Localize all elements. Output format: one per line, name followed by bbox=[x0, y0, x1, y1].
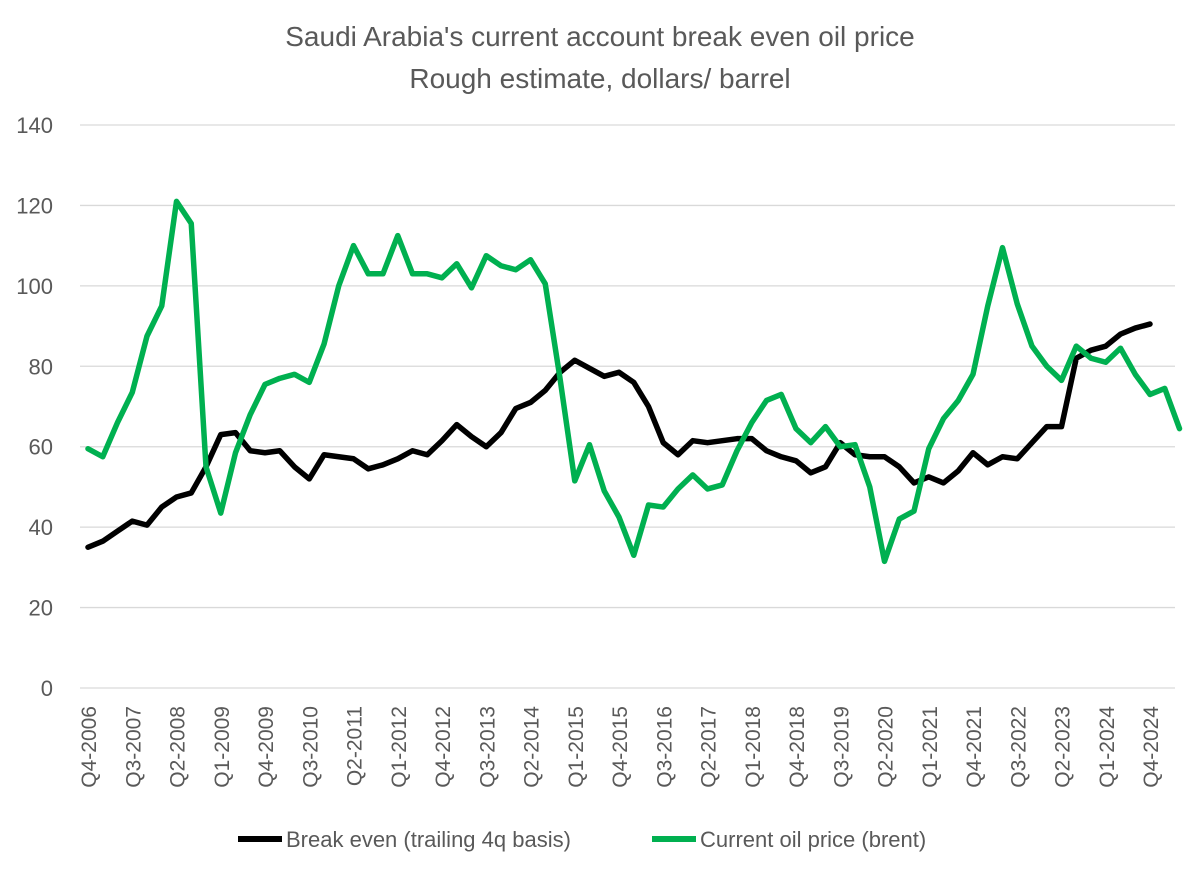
legend: Break even (trailing 4q basis) Current o… bbox=[238, 827, 926, 852]
x-tick-label: Q4-2024 bbox=[1140, 706, 1163, 788]
legend-label-break-even: Break even (trailing 4q basis) bbox=[286, 827, 571, 852]
chart-title: Saudi Arabia's current account break eve… bbox=[285, 21, 914, 52]
series-lines bbox=[85, 198, 1183, 565]
x-tick-label: Q4-2018 bbox=[786, 706, 809, 788]
x-tick-label: Q2-2014 bbox=[521, 706, 544, 788]
y-tick-label: 60 bbox=[29, 435, 53, 460]
series-line-oil-price bbox=[85, 198, 1183, 565]
chart-subtitle: Rough estimate, dollars/ barrel bbox=[409, 63, 790, 94]
y-tick-label: 120 bbox=[16, 193, 53, 218]
x-tick-label: Q4-2009 bbox=[255, 706, 278, 788]
x-tick-label: Q3-2022 bbox=[1007, 706, 1030, 788]
x-tick-label: Q2-2020 bbox=[875, 706, 898, 788]
x-tick-label: Q3-2013 bbox=[476, 706, 499, 788]
series-line-break-even bbox=[85, 321, 1153, 550]
x-tick-label: Q4-2015 bbox=[609, 706, 632, 788]
y-tick-label: 40 bbox=[29, 515, 53, 540]
x-tick-label: Q4-2021 bbox=[963, 706, 986, 788]
x-tick-label: Q3-2010 bbox=[299, 706, 322, 788]
x-tick-label: Q1-2015 bbox=[565, 706, 588, 788]
y-tick-label: 140 bbox=[16, 113, 53, 138]
x-tick-label: Q4-2006 bbox=[78, 706, 101, 788]
grid-lines bbox=[80, 124, 1175, 689]
x-tick-label: Q4-2012 bbox=[432, 706, 455, 788]
x-tick-label: Q1-2018 bbox=[742, 706, 765, 788]
x-tick-label: Q2-2023 bbox=[1052, 706, 1075, 788]
legend-label-oil-price: Current oil price (brent) bbox=[700, 827, 926, 852]
y-tick-label: 0 bbox=[41, 676, 53, 701]
y-tick-label: 100 bbox=[16, 274, 53, 299]
x-tick-label: Q1-2021 bbox=[919, 706, 942, 788]
y-axis-ticks: 0 20 40 60 80 100 120 140 bbox=[16, 113, 53, 701]
x-axis-ticks: Q4-2006 Q3-2007 Q2-2008 Q1-2009 Q4-2009 Q3-20… bbox=[78, 706, 1163, 788]
x-tick-label: Q1-2012 bbox=[388, 706, 411, 788]
x-tick-label: Q2-2008 bbox=[167, 706, 190, 788]
x-tick-label: Q1-2009 bbox=[211, 706, 234, 788]
x-tick-label: Q2-2011 bbox=[344, 706, 367, 786]
x-tick-label: Q3-2019 bbox=[830, 706, 853, 788]
x-tick-label: Q2-2017 bbox=[698, 706, 721, 788]
x-tick-label: Q3-2007 bbox=[122, 706, 145, 788]
x-tick-label: Q1-2024 bbox=[1096, 706, 1119, 788]
y-tick-label: 20 bbox=[29, 596, 53, 621]
x-tick-label: Q3-2016 bbox=[653, 706, 676, 788]
y-tick-label: 80 bbox=[29, 354, 53, 379]
